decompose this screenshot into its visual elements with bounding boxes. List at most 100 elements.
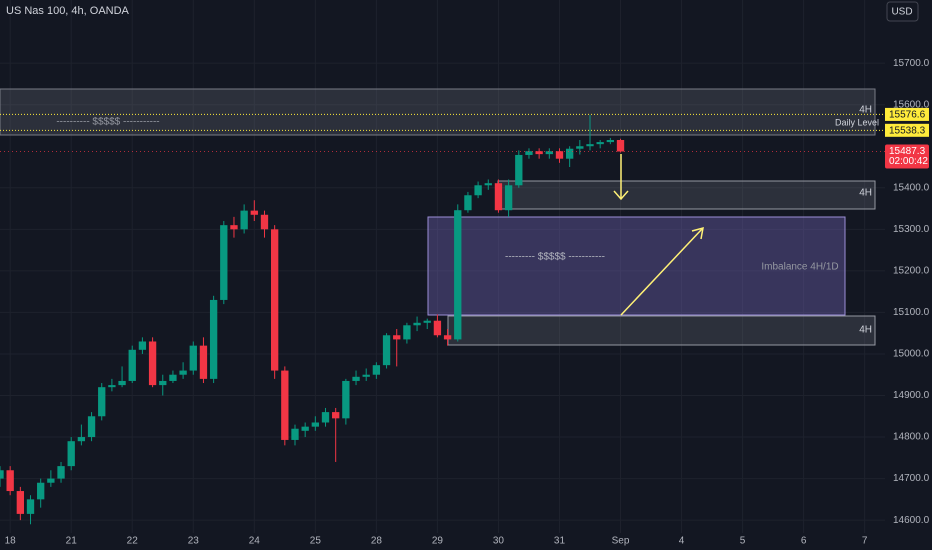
candle-body <box>169 374 177 381</box>
candle-body <box>260 214 269 230</box>
y-tick-label: 15300.0 <box>893 224 930 235</box>
candle-body <box>16 491 25 514</box>
x-tick-label: 6 <box>801 536 807 547</box>
arrow-head <box>691 226 704 240</box>
zone-4h-top <box>0 88 876 136</box>
x-tick-label: 29 <box>432 536 444 547</box>
zone-note: ---------- $$$$$ ----------- <box>56 117 159 128</box>
grid <box>0 0 885 533</box>
x-tick-label: 28 <box>371 536 383 547</box>
y-tick-label: 14600.0 <box>893 515 930 526</box>
price-line-note: Daily Level <box>835 117 879 127</box>
candle-body <box>159 380 167 386</box>
price-line-tag <box>885 123 929 137</box>
arrow-head <box>613 190 629 201</box>
chart-title: US Nas 100, 4h, OANDA <box>6 5 130 17</box>
candle-body <box>148 341 157 386</box>
candle-body <box>525 151 533 155</box>
candle-body <box>362 374 370 377</box>
candle-body <box>403 325 411 340</box>
x-tick-label: 18 <box>5 536 17 547</box>
candle-body <box>504 185 513 211</box>
candle-body <box>179 370 187 375</box>
candle-body <box>596 142 604 145</box>
axis-labels: 14600.0 14700.0 14800.0 14900.0 15000.0 15100… <box>5 58 930 547</box>
x-tick-label: 30 <box>493 536 505 547</box>
time-axis <box>0 533 932 550</box>
currency-button[interactable] <box>886 1 919 22</box>
x-tick-label: 22 <box>127 536 139 547</box>
candle-body <box>189 345 197 371</box>
candle-body <box>342 380 350 419</box>
candle-body <box>199 345 208 379</box>
candle-body <box>77 437 86 442</box>
candle-body <box>0 470 4 479</box>
y-tick-label: 15100.0 <box>893 307 930 318</box>
price-axis <box>885 0 932 550</box>
candle-body <box>240 210 248 230</box>
y-tick-label: 14900.0 <box>893 390 930 401</box>
candle-body <box>372 365 381 375</box>
candle-body <box>311 422 320 427</box>
x-tick-label: 5 <box>740 536 746 547</box>
candle-body <box>118 380 126 386</box>
candle-body <box>98 387 106 417</box>
x-tick-label: 31 <box>554 536 566 547</box>
candle-body <box>87 416 96 438</box>
candle-body <box>26 499 35 514</box>
candle-body <box>321 412 330 423</box>
candle-body <box>281 370 289 440</box>
candle-body <box>352 376 360 381</box>
candle-body <box>230 225 238 230</box>
zone-note: --------- $$$$$ ----------- <box>505 252 605 263</box>
y-tick-label: 15600.0 <box>893 99 930 110</box>
candle-body <box>301 426 309 431</box>
x-tick-label: 21 <box>66 536 78 547</box>
last-price-tag <box>885 144 929 169</box>
candle-body <box>545 151 553 155</box>
candle-body <box>393 335 401 340</box>
candle-body <box>565 148 574 159</box>
candle-body <box>382 335 391 366</box>
zone-note: Imbalance 4H/1D <box>761 262 838 273</box>
zone-4h-mid <box>497 180 876 210</box>
y-tick-label: 14800.0 <box>893 432 930 443</box>
x-tick-label: 4 <box>679 536 685 547</box>
candle-body <box>494 183 503 211</box>
candle-body <box>484 183 492 186</box>
x-tick-label: 25 <box>310 536 322 547</box>
candle-body <box>270 229 279 371</box>
candle-body <box>606 140 615 143</box>
y-tick-label: 14700.0 <box>893 473 930 484</box>
candle-body <box>616 140 625 152</box>
y-tick-label: 15400.0 <box>893 182 930 193</box>
candle-body <box>209 299 218 379</box>
x-tick-label: 23 <box>188 536 200 547</box>
zone-4h-bottom <box>447 315 876 346</box>
zone-label: 4H <box>859 325 872 336</box>
candle-body <box>6 470 14 492</box>
candle-body <box>57 466 65 479</box>
currency: USD <box>891 7 912 18</box>
candle-body <box>555 151 564 159</box>
candle-body <box>138 341 147 350</box>
candle-body <box>332 412 340 419</box>
candle-body <box>291 428 299 440</box>
price-line-label: 15576.6 <box>889 110 926 121</box>
candle-body <box>423 320 431 323</box>
zone-label: 4H <box>859 188 872 199</box>
candle-body <box>37 482 45 500</box>
y-tick-label: 15200.0 <box>893 266 930 277</box>
candle-body <box>67 441 75 467</box>
candle-body <box>413 322 421 326</box>
candle-body <box>515 154 523 186</box>
candle-body <box>454 210 462 340</box>
candle-body <box>464 195 472 211</box>
candle-body <box>443 335 452 340</box>
x-tick-label: 7 <box>862 536 868 547</box>
y-tick-label: 15700.0 <box>893 58 930 69</box>
price-line-tag <box>885 107 929 121</box>
